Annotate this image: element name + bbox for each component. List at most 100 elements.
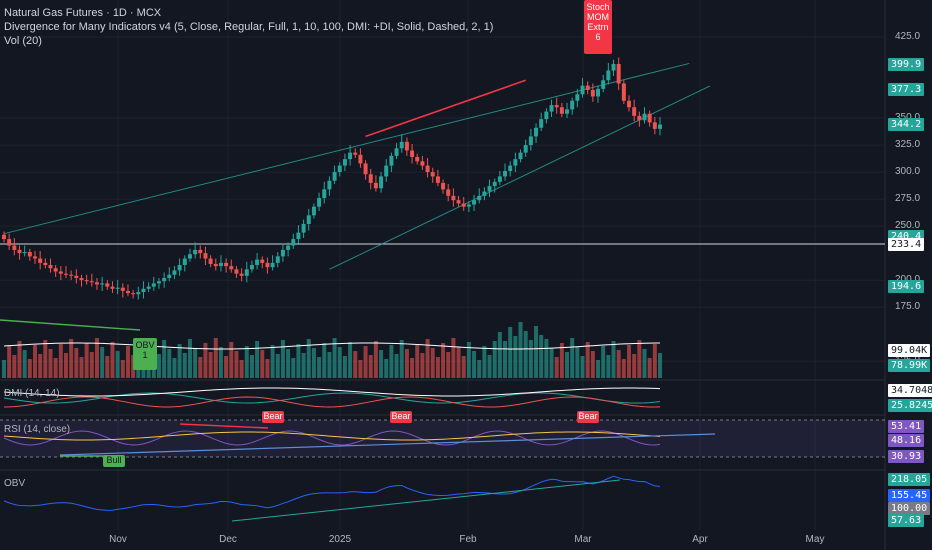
y-tick-label: 350.0: [895, 112, 920, 123]
y-tick-label: 300.0: [895, 166, 921, 178]
candle-body: [172, 270, 177, 275]
candle-body: [394, 148, 399, 156]
y-tick-label: 250.0: [895, 220, 921, 232]
candle-body: [446, 189, 451, 196]
divergence-line: [365, 79, 526, 138]
candle-body: [410, 150, 415, 157]
volume-bar: [513, 336, 518, 378]
candle-body: [348, 152, 353, 160]
dmi-tag: 25.8245: [888, 399, 932, 412]
candle-body: [63, 273, 68, 275]
rsi-trendline: [59, 433, 716, 456]
candle-body: [162, 277, 167, 282]
volume-bar: [363, 346, 368, 378]
candle-body: [120, 287, 125, 291]
candle-body: [38, 258, 43, 263]
volume-bar: [435, 357, 440, 378]
candle-body: [384, 165, 389, 177]
candle-body: [472, 200, 477, 205]
candle-body: [239, 273, 244, 276]
candle-body: [368, 174, 373, 183]
volume-bar: [353, 351, 358, 378]
volume-bar: [518, 322, 523, 378]
candle-body: [570, 100, 575, 110]
legend-volume: Vol (20): [4, 35, 42, 47]
volume-bar: [621, 359, 626, 378]
dmi-minus-line: [3, 396, 661, 408]
candle-body: [151, 283, 156, 287]
badge-line: Stoch: [586, 2, 610, 12]
volume-bar: [182, 353, 187, 378]
candle-body: [280, 249, 285, 257]
volume-bar: [286, 349, 291, 378]
candle-body: [79, 277, 84, 281]
candle-body: [637, 115, 642, 121]
candle-body: [270, 262, 275, 268]
candle-body: [585, 85, 590, 90]
volume-bar: [601, 346, 606, 378]
volume-bar: [249, 355, 254, 378]
candle-body: [477, 195, 482, 201]
volume-bull-div-line: [0, 319, 141, 331]
obv-tag: 155.45: [888, 489, 931, 502]
volume-bar: [410, 358, 415, 378]
volume-bar: [270, 345, 275, 378]
volume-bar: [528, 340, 533, 378]
volume-bar: [379, 350, 384, 378]
volume-bar: [534, 326, 539, 378]
candle-body: [110, 286, 115, 289]
volume-bar: [187, 339, 192, 378]
volume-bar: [554, 357, 559, 378]
volume-bar: [492, 341, 497, 378]
volume-bar: [306, 339, 311, 378]
candle-body: [513, 159, 518, 166]
volume-bar: [611, 341, 616, 378]
adx-line: [3, 387, 661, 397]
candle-body: [12, 245, 17, 250]
volume-bar: [647, 358, 652, 378]
candle-body: [539, 119, 544, 128]
volume-bar: [172, 358, 177, 378]
rsi-band: [0, 420, 885, 457]
price-tag: 344.2: [888, 118, 925, 132]
candle-body: [466, 204, 471, 207]
volume-bar: [255, 341, 260, 378]
volume-bar: [332, 338, 337, 378]
volume-bar: [198, 357, 203, 378]
badge-line: MOM: [587, 12, 609, 22]
volume-bar: [596, 360, 601, 378]
volume-bar: [430, 348, 435, 378]
volume-bar: [652, 344, 657, 378]
candle-body: [420, 161, 425, 166]
candle-body: [58, 271, 63, 274]
candle-body: [53, 268, 58, 272]
volume-bar: [559, 343, 564, 378]
volume-bar: [570, 338, 575, 378]
price-tag: 399.9: [888, 58, 925, 72]
dmi-pane-label: DMI (14, 14): [4, 388, 60, 399]
volume-bar: [327, 352, 332, 378]
candle-body: [487, 186, 492, 192]
candle-body: [590, 89, 595, 97]
volume-tag: 78.99K: [888, 359, 931, 372]
candle-body: [332, 172, 337, 181]
candle-body: [100, 283, 105, 285]
candle-body: [208, 258, 213, 264]
volume-bar: [348, 342, 353, 378]
candle-body: [94, 282, 99, 285]
volume-bar: [27, 359, 32, 378]
y-tick-label: 275.0: [895, 193, 921, 205]
volume-bar: [301, 353, 306, 378]
candle-body: [404, 141, 409, 151]
candle-body: [286, 245, 291, 250]
x-tick-label: Feb: [459, 534, 477, 545]
symbol-title: Natural Gas Futures · 1D · MCX: [4, 7, 162, 19]
candle-body: [621, 83, 626, 101]
rsi-tag: 30.93: [888, 450, 925, 463]
dmi-tag: 34.7048: [888, 384, 932, 397]
candle-body: [379, 176, 384, 189]
candle-body: [105, 283, 110, 287]
rsi-tag: 53.41: [888, 420, 925, 433]
candle-body: [260, 259, 265, 263]
